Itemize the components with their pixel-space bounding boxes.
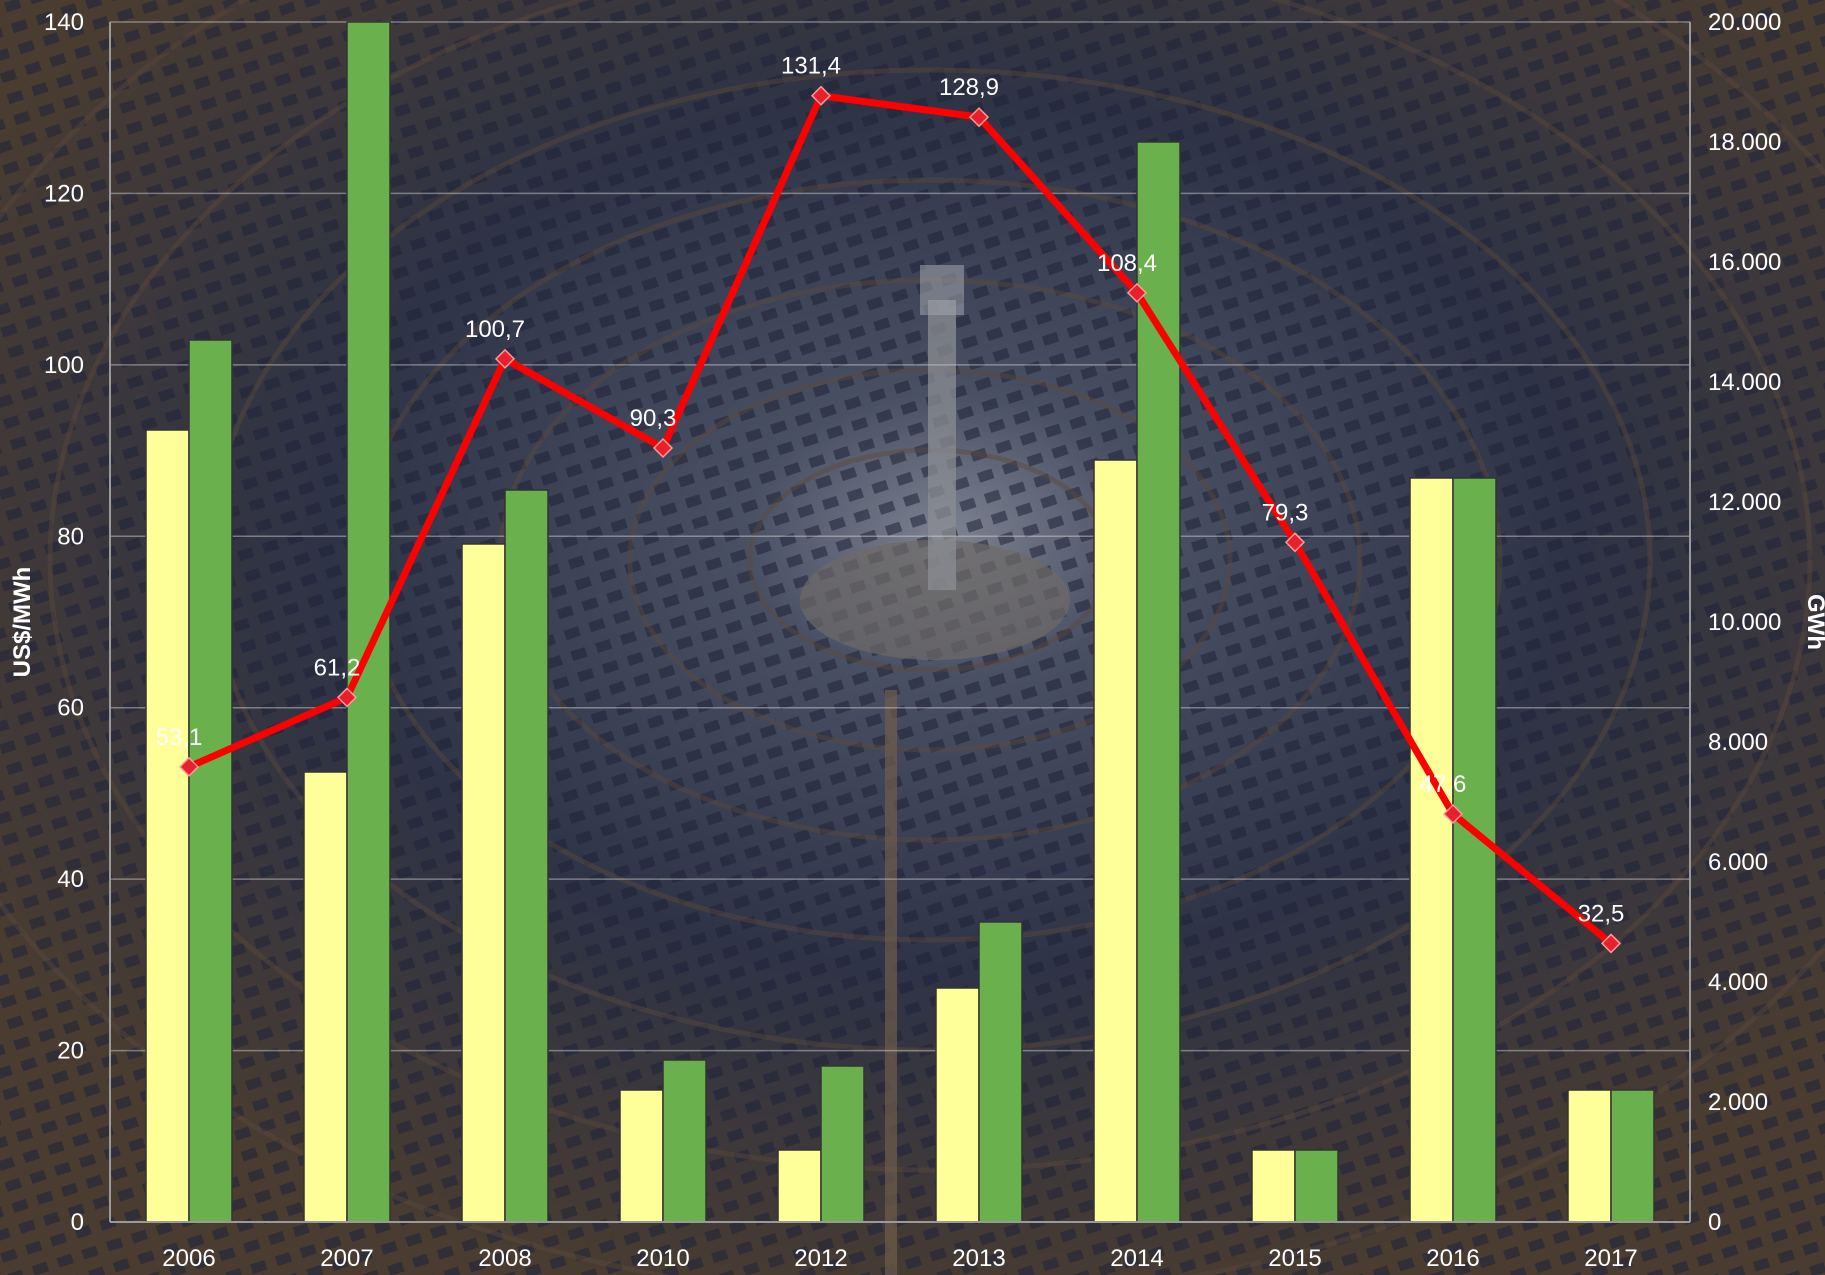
line-marker-2006 [178, 756, 200, 777]
y-tick-label: 60 [57, 695, 84, 722]
y2-tick-label: 6.000 [1708, 849, 1768, 876]
y-tick-label: 120 [44, 180, 84, 207]
x-tick-label: 2008 [478, 1245, 531, 1272]
y2-tick-label: 18.000 [1708, 129, 1781, 156]
x-tick-label: 2007 [320, 1245, 373, 1272]
left-axis-title: US$/MWh [9, 567, 36, 678]
y2-tick-label: 4.000 [1708, 969, 1768, 996]
y-tick-label: 80 [57, 523, 84, 550]
price-line: 53,1 61,2 100,7 90,3 131,4 128,9 108,4 79,3 47,6… [156, 53, 1625, 954]
bar-green-2010 [662, 1059, 707, 1223]
x-tick-label: 2016 [1426, 1245, 1479, 1272]
data-label-2007: 61,2 [314, 654, 361, 681]
x-tick-label: 2010 [636, 1245, 689, 1272]
bar-yellow-2006 [145, 429, 190, 1223]
x-tick-label: 2014 [1110, 1245, 1163, 1272]
right-axis-ticks: 0 2.000 4.000 6.000 8.000 10.000 12.000 14.000 1… [1708, 9, 1781, 1236]
x-tick-label: 2017 [1584, 1245, 1637, 1272]
line-marker-2007 [336, 687, 358, 708]
left-axis-ticks: 0 20 40 60 80 100 120 140 [44, 9, 84, 1236]
y2-tick-label: 16.000 [1708, 249, 1781, 276]
bar-yellow-2012 [777, 1149, 822, 1223]
bar-green-2013 [978, 921, 1023, 1223]
data-label-2014: 108,4 [1097, 250, 1157, 277]
x-tick-label: 2015 [1268, 1245, 1321, 1272]
y2-tick-label: 20.000 [1708, 9, 1781, 36]
data-label-2015: 79,3 [1262, 499, 1309, 526]
y-tick-label: 40 [57, 866, 84, 893]
y2-tick-label: 2.000 [1708, 1089, 1768, 1116]
y2-tick-label: 8.000 [1708, 729, 1768, 756]
y-tick-label: 20 [57, 1038, 84, 1065]
line-marker-2014 [1126, 282, 1148, 303]
x-tick-label: 2013 [952, 1245, 1005, 1272]
line-marker-2017 [1600, 933, 1622, 954]
bar-green-2008 [504, 489, 549, 1223]
data-label-2016: 47,6 [1420, 771, 1467, 798]
bar-green-2017 [1610, 1089, 1655, 1223]
bar-yellow-2015 [1251, 1149, 1296, 1223]
y2-tick-label: 10.000 [1708, 609, 1781, 636]
bar-yellow-2010 [619, 1089, 664, 1223]
bar-green-2015 [1294, 1149, 1339, 1223]
y-tick-label: 140 [44, 9, 84, 36]
line-marker-2008 [494, 348, 516, 369]
bar-yellow-2014 [1093, 459, 1138, 1223]
y2-tick-label: 14.000 [1708, 369, 1781, 396]
y-tick-label: 100 [44, 352, 84, 379]
data-label-2008: 100,7 [465, 316, 525, 343]
bars [145, 21, 1655, 1223]
bar-yellow-2017 [1567, 1089, 1612, 1223]
data-label-2017: 32,5 [1578, 900, 1625, 927]
line-marker-2012 [810, 85, 832, 106]
bar-yellow-2008 [461, 543, 506, 1223]
bar-yellow-2007 [303, 771, 348, 1223]
data-label-2010: 90,3 [630, 405, 677, 432]
bar-green-2016 [1452, 477, 1497, 1223]
y-tick-label: 0 [71, 1209, 84, 1236]
data-label-2006: 53,1 [156, 724, 203, 751]
y2-tick-label: 12.000 [1708, 489, 1781, 516]
bar-green-2012 [820, 1065, 865, 1223]
data-label-2012: 131,4 [781, 53, 841, 80]
line-marker-2013 [968, 107, 990, 128]
right-axis-title: GWh [1802, 594, 1825, 650]
line-marker-2016 [1442, 803, 1464, 825]
line-marker-2015 [1284, 532, 1306, 553]
line-marker-2010 [652, 437, 674, 459]
y2-tick-label: 0 [1708, 1209, 1721, 1236]
bar-green-2006 [188, 339, 233, 1223]
x-tick-label: 2012 [794, 1245, 847, 1272]
x-axis-ticks: 2006 2007 2008 2010 2012 2013 2014 2015 2016 2017 [162, 1245, 1637, 1272]
bar-yellow-2016 [1409, 477, 1454, 1223]
bar-yellow-2013 [935, 987, 980, 1223]
data-label-2013: 128,9 [939, 74, 999, 101]
price-line-path [185, 92, 1615, 947]
x-tick-label: 2006 [162, 1245, 215, 1272]
